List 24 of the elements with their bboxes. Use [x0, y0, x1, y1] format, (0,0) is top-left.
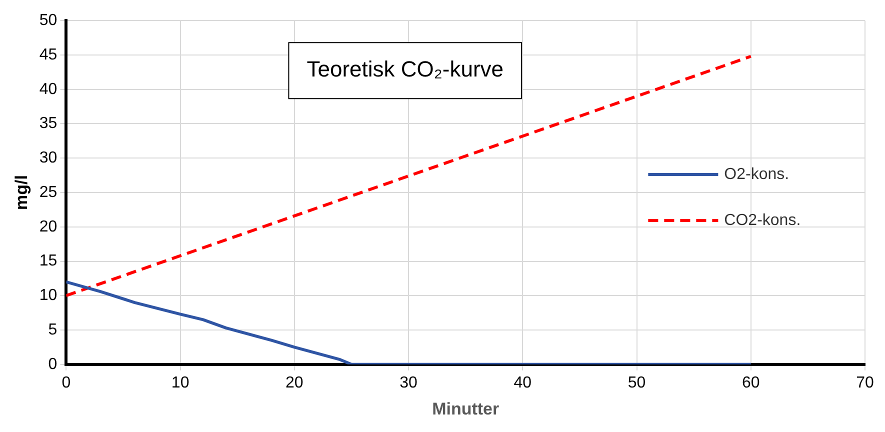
x-tick-label: 40 — [514, 374, 532, 392]
y-tick-label: 50 — [39, 12, 58, 30]
y-tick-label: 40 — [39, 80, 58, 98]
x-tick-label: 60 — [742, 374, 760, 392]
x-tick-label: 0 — [62, 374, 71, 392]
y-tick-label: 45 — [39, 46, 58, 64]
y-tick-label: 30 — [39, 150, 58, 167]
legend-label: O2-kons. — [724, 166, 790, 183]
x-tick-label: 70 — [856, 374, 874, 392]
y-tick-label: 35 — [39, 115, 58, 132]
y-tick-label: 10 — [39, 287, 58, 304]
y-tick-label: 0 — [48, 356, 58, 373]
y-axis-title: mg/l — [12, 175, 31, 210]
y-tick-label: 15 — [39, 252, 58, 270]
x-tick-label: 30 — [400, 374, 418, 392]
y-tick-label: 5 — [48, 321, 58, 338]
text: Teoretisk CO₂-kurve — [306, 56, 504, 82]
x-tick-label: 10 — [171, 374, 190, 392]
y-tick-label: 20 — [39, 218, 58, 236]
y-tick-label: 25 — [39, 184, 58, 201]
x-tick-label: 50 — [628, 374, 646, 392]
x-axis-title: Minutter — [432, 399, 500, 418]
x-tick-label: 20 — [286, 374, 304, 392]
legend-label: CO2-kons. — [724, 212, 801, 229]
